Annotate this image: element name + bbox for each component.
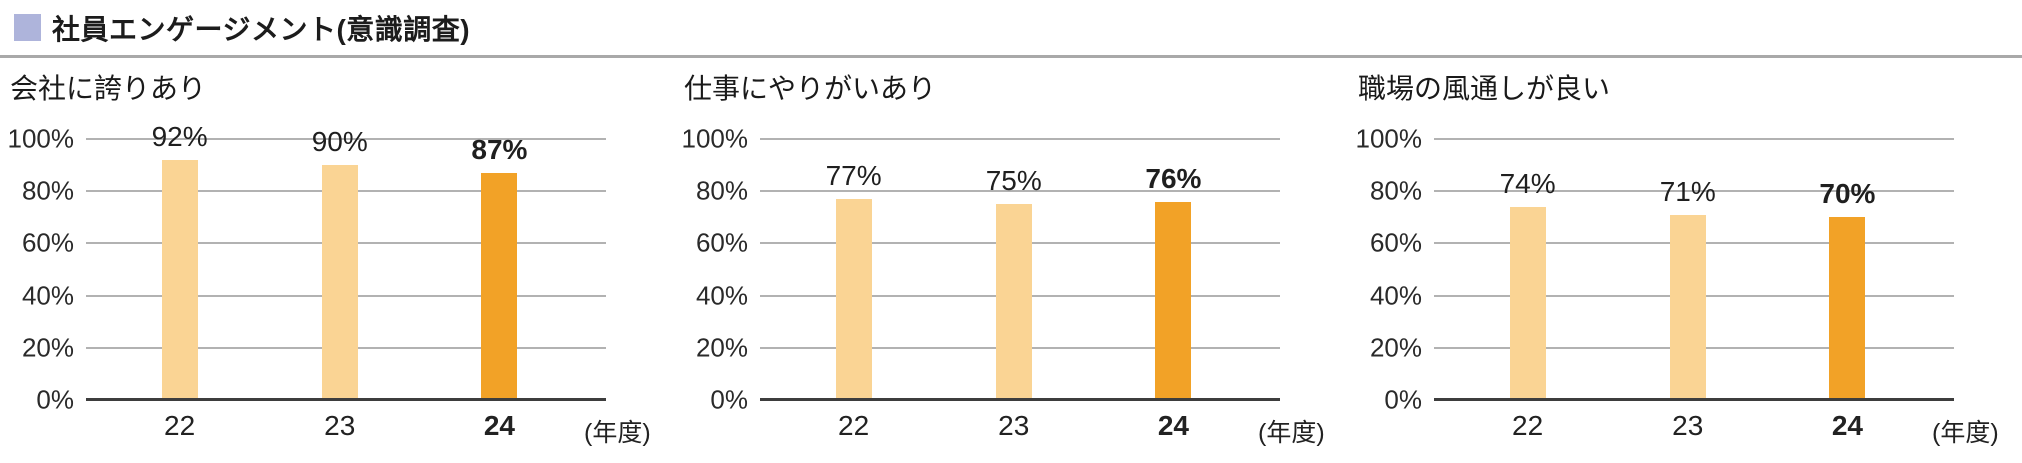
panel-header: 社員エンゲージメント(意識調査) [0,0,2022,58]
chart-company-pride: 会社に誇りあり 100% 80% 60% 40% 20% 0% (年度) 92% 22 90%… [0,58,674,447]
chart-title: 職場の風通しが良い [1358,73,1611,104]
x-axis-label: 24 [483,410,515,441]
plot-row: 100% 80% 60% 40% 20% 0% (年度) 77% 22 75% 23 76% 24 [682,124,1348,448]
y-axis-tick-label: 80% [21,175,74,206]
plot-area: (年度) 74% 22 71% 23 70% 24 [1434,138,1999,447]
bar-year-22 [1509,206,1546,400]
bar-year-22 [835,199,872,400]
plot-area: (年度) 77% 22 75% 23 76% 24 [760,138,1325,447]
chart-job-fulfillment: 仕事にやりがいあり 100% 80% 60% 40% 20% 0% (年度) 77% 22 7… [674,58,1348,448]
value-label: 92% [151,120,208,152]
y-axis: 100% 80% 60% 40% 20% 0% [8,124,86,415]
bar-year-23 [321,165,358,400]
value-label: 90% [311,126,368,158]
y-axis-tick-label: 60% [1369,227,1422,258]
page-title: 社員エンゲージメント(意識調査) [52,13,471,45]
y-axis-tick-label: 100% [681,123,749,154]
y-axis-tick-label: 40% [1369,280,1422,311]
accent-square-icon [14,14,41,41]
bar-year-22 [161,159,198,400]
plot-row: 100% 80% 60% 40% 20% 0% (年度) 92% 22 90% 23 87% 24 [8,121,674,447]
gridline [86,138,606,140]
x-axis-line [1434,398,1954,401]
x-axis-label: 23 [998,410,1030,441]
y-axis-tick-label: 0% [710,384,748,415]
x-axis-line [760,398,1280,401]
gridline [760,190,1280,193]
value-label: 71% [1659,175,1716,207]
axis-unit-label: (年度) [1258,419,1325,447]
chart-workplace-openness: 職場の風通しが良い 100% 80% 60% 40% 20% 0% (年度) 74% 22 7… [1348,58,2022,448]
y-axis-tick-label: 100% [1355,123,1423,154]
y-axis-tick-label: 80% [695,175,748,206]
y-axis-tick-label: 40% [695,280,748,311]
x-axis-label: 23 [324,410,356,441]
y-axis-tick-label: 20% [695,332,748,363]
x-axis-label: 22 [1512,410,1544,441]
y-axis-tick-label: 20% [1369,332,1422,363]
gridline [1434,138,1954,140]
bar-year-23 [1669,214,1706,400]
x-axis-line [86,398,606,401]
bar-year-24 [1829,217,1866,400]
chart-title: 会社に誇りあり [10,73,207,104]
chart-title: 仕事にやりがいあり [684,73,937,104]
y-axis-tick-label: 0% [1384,384,1422,415]
y-axis-tick-label: 20% [21,332,74,363]
value-label: 76% [1145,162,1202,194]
y-axis-tick-label: 0% [36,384,74,415]
x-axis-label: 22 [164,410,196,441]
y-axis-tick-label: 60% [21,227,74,258]
axis-unit-label: (年度) [1932,419,1999,447]
bar-year-24 [481,172,518,400]
value-label: 77% [825,160,882,192]
plot-area: (年度) 92% 22 90% 23 87% 24 [86,121,651,447]
value-label: 75% [985,165,1042,197]
y-axis: 100% 80% 60% 40% 20% 0% [682,124,760,415]
gridline [1434,190,1954,193]
y-axis: 100% 80% 60% 40% 20% 0% [1356,124,1434,415]
plot-row: 100% 80% 60% 40% 20% 0% (年度) 74% 22 71% 23 70% 24 [1356,124,2022,448]
value-label: 70% [1819,178,1876,210]
y-axis-tick-label: 100% [7,123,75,154]
y-axis-tick-label: 60% [695,227,748,258]
bar-year-24 [1155,201,1192,400]
value-label: 74% [1499,167,1556,199]
gridline [760,138,1280,140]
bar-year-23 [995,204,1032,400]
x-axis-label: 23 [1672,410,1704,441]
x-axis-label: 22 [838,410,870,441]
axis-unit-label: (年度) [584,419,651,447]
charts-row: 会社に誇りあり 100% 80% 60% 40% 20% 0% (年度) 92% 22 90%… [0,58,2022,448]
x-axis-label: 24 [1831,410,1863,441]
y-axis-tick-label: 40% [21,280,74,311]
y-axis-tick-label: 80% [1369,175,1422,206]
value-label: 87% [471,133,528,165]
x-axis-label: 24 [1157,410,1189,441]
